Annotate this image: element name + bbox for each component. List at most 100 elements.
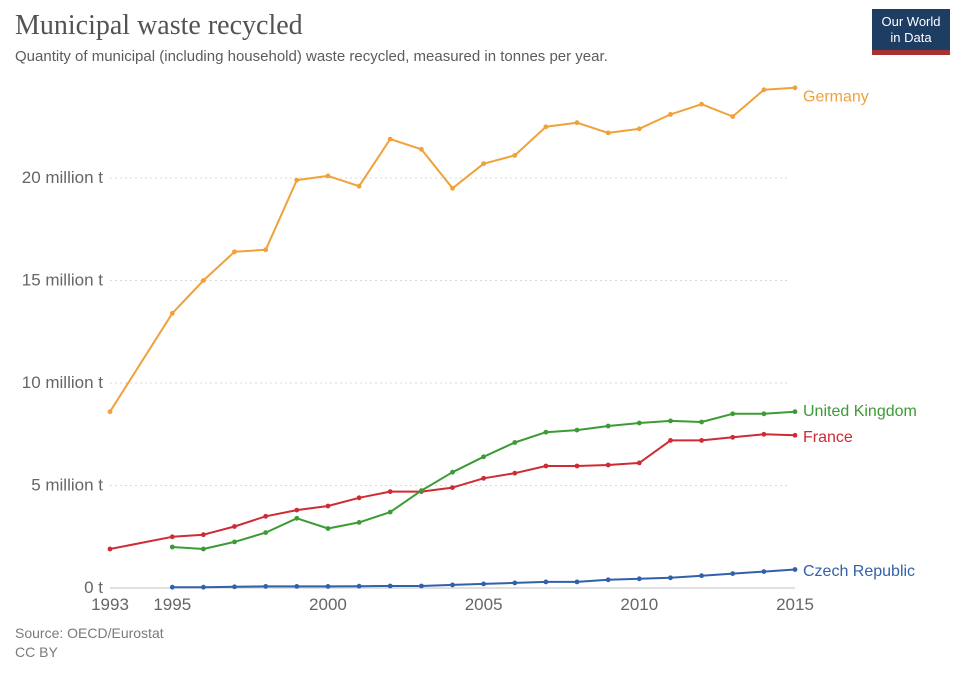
series-point-united-kingdom[interactable] — [325, 526, 331, 531]
series-point-czech-republic[interactable] — [761, 569, 767, 574]
series-point-germany[interactable] — [169, 310, 175, 316]
series-point-united-kingdom[interactable] — [481, 454, 486, 460]
page-subtitle: Quantity of municipal (including househo… — [15, 48, 608, 65]
series-point-united-kingdom[interactable] — [169, 544, 175, 550]
series-point-czech-republic[interactable] — [450, 582, 455, 588]
series-point-germany[interactable] — [574, 120, 580, 126]
series-point-germany[interactable] — [232, 249, 237, 255]
series-point-czech-republic[interactable] — [730, 571, 736, 576]
series-point-france[interactable] — [169, 534, 175, 540]
series-point-czech-republic[interactable] — [325, 584, 331, 589]
series-point-united-kingdom[interactable] — [450, 469, 455, 475]
series-point-czech-republic[interactable] — [699, 573, 704, 579]
x-tick-label: 2010 — [620, 595, 658, 614]
series-point-france[interactable] — [605, 462, 611, 468]
series-point-united-kingdom[interactable] — [419, 488, 424, 493]
series-point-germany[interactable] — [512, 153, 518, 158]
series-point-germany[interactable] — [325, 173, 331, 179]
series-point-united-kingdom[interactable] — [668, 418, 673, 424]
series-point-germany[interactable] — [107, 409, 113, 415]
series-point-germany[interactable] — [605, 130, 611, 136]
series-label-france[interactable]: France — [803, 429, 853, 446]
series-label-united-kingdom[interactable]: United Kingdom — [803, 403, 917, 420]
series-point-czech-republic[interactable] — [543, 579, 549, 585]
series-point-czech-republic[interactable] — [201, 584, 206, 590]
series-united-kingdom[interactable]: United Kingdom — [169, 403, 917, 552]
series-germany[interactable]: Germany — [107, 85, 869, 415]
owid-logo-line2: in Data — [890, 30, 932, 45]
series-point-germany[interactable] — [792, 85, 798, 91]
series-point-france[interactable] — [761, 431, 767, 437]
series-point-czech-republic[interactable] — [387, 583, 393, 589]
series-point-united-kingdom[interactable] — [543, 429, 549, 435]
series-point-united-kingdom[interactable] — [387, 509, 393, 515]
series-point-united-kingdom[interactable] — [792, 409, 798, 415]
series-point-france[interactable] — [481, 475, 486, 481]
series-point-czech-republic[interactable] — [636, 576, 642, 582]
series-point-france[interactable] — [699, 438, 704, 443]
series-point-united-kingdom[interactable] — [574, 427, 580, 433]
series-point-france[interactable] — [512, 470, 518, 476]
series-point-united-kingdom[interactable] — [761, 411, 767, 417]
series-point-united-kingdom[interactable] — [636, 420, 642, 426]
series-point-france[interactable] — [232, 524, 237, 529]
series-czech-republic[interactable]: Czech Republic — [169, 563, 915, 590]
series-point-united-kingdom[interactable] — [605, 423, 611, 429]
series-point-france[interactable] — [450, 485, 455, 490]
series-point-united-kingdom[interactable] — [263, 530, 269, 535]
series-point-france[interactable] — [636, 460, 642, 466]
series-point-germany[interactable] — [761, 87, 767, 93]
series-point-czech-republic[interactable] — [512, 580, 518, 586]
series-point-germany[interactable] — [387, 136, 393, 142]
owid-logo[interactable]: Our World in Data — [872, 9, 950, 55]
series-point-united-kingdom[interactable] — [356, 520, 362, 525]
series-point-france[interactable] — [107, 546, 113, 552]
series-point-france[interactable] — [325, 503, 331, 509]
series-point-france[interactable] — [294, 507, 300, 513]
series-point-germany[interactable] — [668, 112, 673, 117]
series-point-germany[interactable] — [263, 247, 269, 253]
series-point-united-kingdom[interactable] — [294, 515, 300, 521]
series-point-czech-republic[interactable] — [574, 579, 580, 585]
series-point-france[interactable] — [792, 432, 798, 438]
series-point-france[interactable] — [730, 434, 736, 440]
series-point-germany[interactable] — [419, 146, 424, 152]
series-point-czech-republic[interactable] — [605, 577, 611, 583]
series-label-germany[interactable]: Germany — [803, 88, 869, 105]
series-france[interactable]: France — [107, 429, 853, 552]
y-tick-label: 20 million t — [22, 168, 104, 187]
series-point-czech-republic[interactable] — [668, 575, 673, 581]
series-point-germany[interactable] — [481, 161, 486, 167]
series-line-france[interactable] — [109, 433, 796, 550]
series-point-united-kingdom[interactable] — [201, 546, 206, 552]
series-point-germany[interactable] — [543, 124, 549, 130]
series-point-czech-republic[interactable] — [169, 584, 175, 590]
series-point-germany[interactable] — [201, 278, 206, 283]
series-point-czech-republic[interactable] — [356, 583, 362, 589]
series-point-czech-republic[interactable] — [294, 584, 300, 589]
series-point-germany[interactable] — [450, 185, 455, 191]
series-point-united-kingdom[interactable] — [730, 411, 736, 417]
series-point-france[interactable] — [574, 463, 580, 469]
series-point-france[interactable] — [263, 513, 269, 519]
series-point-czech-republic[interactable] — [419, 583, 424, 589]
series-point-czech-republic[interactable] — [232, 584, 237, 590]
series-label-czech-republic[interactable]: Czech Republic — [803, 563, 915, 580]
series-point-france[interactable] — [668, 438, 673, 443]
series-point-france[interactable] — [356, 495, 362, 501]
series-point-czech-republic[interactable] — [792, 567, 798, 572]
series-point-united-kingdom[interactable] — [512, 440, 518, 445]
series-point-czech-republic[interactable] — [263, 584, 269, 589]
series-point-germany[interactable] — [730, 114, 736, 119]
series-point-germany[interactable] — [356, 183, 362, 189]
series-point-germany[interactable] — [699, 101, 704, 107]
series-point-france[interactable] — [201, 532, 206, 538]
series-point-france[interactable] — [543, 463, 549, 469]
series-point-united-kingdom[interactable] — [232, 539, 237, 545]
series-point-germany[interactable] — [294, 177, 300, 183]
series-point-czech-republic[interactable] — [481, 581, 486, 587]
series-point-france[interactable] — [387, 489, 393, 494]
series-point-germany[interactable] — [636, 126, 642, 132]
series-line-germany[interactable] — [109, 86, 796, 413]
series-point-united-kingdom[interactable] — [699, 419, 704, 425]
